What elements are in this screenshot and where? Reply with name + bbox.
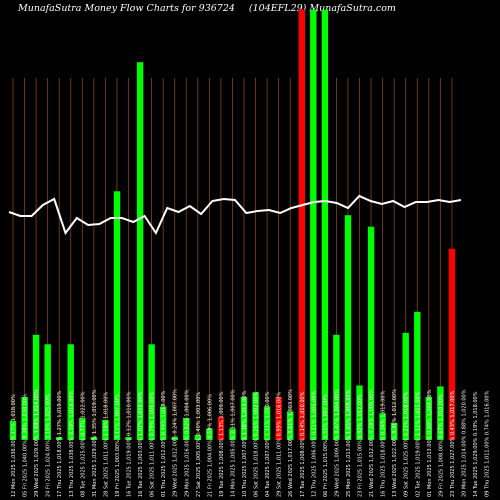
flow-bar <box>333 334 340 440</box>
x-tick-label: 28 Sat 2025 1,011.00% 1.18% 1,018.00% <box>103 392 109 497</box>
x-tick-label: 24 Fri 2025 1,024.00% 1.10% 1,025.00% <box>46 394 52 497</box>
flow-bar <box>21 397 28 440</box>
x-tick-label: 29 Wed 2025 1,009.00% 0.47% 1,004.00% <box>334 389 340 497</box>
x-tick-label: 12 Thu 2025 1,006.00% 0.21% 1,006.00% <box>311 390 317 497</box>
x-tick-label: 12 Mon 2025 1,036.00% 17% 1,018.00% <box>11 394 17 497</box>
flow-bar <box>90 437 98 440</box>
flow-bar <box>125 437 132 440</box>
flow-bar <box>229 428 236 440</box>
flow-bar <box>367 226 375 440</box>
x-tick-label: 31 Mon 2025 1,029.00% 1.35% 1,019.00% <box>92 389 98 497</box>
x-tick-label: 29 Sat 2025 1,011.00% 0.99% 1,016.00% <box>277 392 283 497</box>
flow-bar <box>56 437 63 440</box>
x-tick-label: 05 Fri 2025 1,040.00% 0.38% 1,038.00% <box>23 394 29 497</box>
flow-bar <box>79 418 86 440</box>
x-tick-label: 13 Wed 2025 1,022.00% 0.41% 1,012.00% <box>392 389 398 497</box>
x-tick-label: 26 Wed 2025 1,017.00% 0.61% 1,003.00% <box>288 389 294 497</box>
x-tick-label: 21 Wed 2025 1,012.00% 0.28% 1,009.00% <box>369 389 375 497</box>
flow-bar <box>194 435 201 440</box>
flow-bar <box>437 386 444 440</box>
x-tick-label: 23 Fri 2025 1,015.00% 0.92% 1,012.00% <box>358 394 364 497</box>
flow-bar <box>425 397 432 440</box>
x-tick-label: 29 Wed 2025 1,029.00% 3.69% 1,024.00% <box>34 389 40 497</box>
flow-bar <box>44 344 51 440</box>
x-tick-label: 27 Sat 2025 1,005.00% 0.40% 1,003.00% <box>196 392 202 497</box>
x-tick-label: 13 Thu 2025 1,038.00% 0.59% 1,018.00% <box>69 390 75 497</box>
x-tick-label: 06 Fri 2025 1,015.00% 0.51% 1,007.00% <box>323 394 329 497</box>
x-tick-label: 29 Wed 2025 1,012.00% 0.24% 1,007.00% <box>173 389 179 497</box>
x-tick-label: 20 Mon 2025 1,014.00% 0.88% 1,020.00% <box>461 389 467 497</box>
flow-bar <box>448 248 456 440</box>
x-tick-label: 10 Thu 2025 1,007.00% 1.38% 1,014.00% <box>242 390 248 497</box>
x-tick-label: 29 Fri 2025 1,008.00% 0.67% 1,010.00% <box>438 394 444 497</box>
flow-bar <box>344 215 352 440</box>
x-tick-label: 23 Thu 2025 1,027.00% 0.43% 1,017.00% <box>450 390 456 497</box>
flow-bar <box>275 397 282 440</box>
flow-bar <box>391 422 398 440</box>
title-right: (104EFL29) MunafaSutra.com <box>248 3 396 14</box>
flow-bar <box>402 332 409 440</box>
flow-bar <box>287 411 294 440</box>
flow-bar <box>171 437 178 440</box>
flow-bar <box>321 9 329 440</box>
x-tick-label: 01 Thu 2025 1,012.00% 0.44% 1,018.00% <box>161 390 167 497</box>
x-tick-label: 29 Mon 2025 1,016.00% 0.82% 1,004.00% <box>184 389 190 497</box>
x-tick-label: 06 Sat 2025 1,011.00% 0.79% 1,006.00% <box>150 392 156 497</box>
title-left: MunafaSutra Money Flow Charts for 936724 <box>18 3 235 14</box>
flow-bar <box>136 62 144 440</box>
flow-bar <box>9 420 17 440</box>
x-tick-label: 25 Mon 2025 1,013.00% 1.65% 1,008.00% <box>346 389 352 497</box>
money-flow-line <box>8 194 462 236</box>
flow-bar <box>356 385 363 440</box>
flow-bar <box>183 418 190 440</box>
x-tick-label: 17 Tue 2025 1,008.00% 0.14% 1,010.00% <box>300 391 306 497</box>
x-tick-label: 16 Thu 2025 1,018.00% 0.34% 1,019.00% <box>381 390 387 497</box>
x-tick-label: 06 Sat 2025 1,018.00% 0.26% 1,002.00% <box>254 392 260 497</box>
x-tick-label: 16 Tue 2025 1,019.00% 0.12% 1,010.00% <box>127 391 133 497</box>
flow-bar <box>148 344 155 440</box>
x-tick-label: 19 Fri 2025 1,003.00% 0.11% 1,007.00% <box>115 394 121 497</box>
x-tick-label: 21 Fri 2025 1,004.00% 0.59% 1,006.00% <box>207 394 213 497</box>
x-tick-label: 08 Tue 2025 1,025.00% 0.77% 1,022.00% <box>80 391 86 497</box>
flow-bar <box>160 406 167 440</box>
flow-bar <box>240 397 248 440</box>
flow-bar <box>113 191 121 440</box>
x-tick-label: 04 Tue 2025 1,007.00% 1.11% 1,010.00% <box>265 391 271 497</box>
flow-bar <box>32 334 40 440</box>
flow-bar <box>263 406 271 440</box>
x-tick-label: 16 Tue 2025 1,003.00% 1.07% 1,016.00% <box>138 391 144 497</box>
flow-bar <box>379 413 386 440</box>
flow-bar <box>310 9 317 440</box>
x-tick-label: 01 Mon 2025 1,013.00% 0.98% 1,009.00% <box>427 389 433 497</box>
x-tick-label: 17 Thu 2025 1,018.00% 1.27% 1,019.00% <box>57 390 63 497</box>
flow-bar <box>414 311 421 440</box>
flow-bar <box>206 428 213 440</box>
x-tick-label: 14 Tue 2025 1,029.00% 0.19% 1,018.00% <box>473 391 479 497</box>
flow-bar <box>102 419 109 440</box>
x-tick-label: 02 Tue 2025 1,019.00% 1.11% 1,015.00% <box>415 391 421 497</box>
chart-title: MunafaSutra Money Flow Charts for 936724… <box>18 3 488 14</box>
x-tick-label: 19 Tue 2025 1,008.00% 1.13% 1,009.00% <box>219 391 225 497</box>
flow-bar <box>217 417 225 440</box>
flow-bar <box>67 344 74 440</box>
flow-bar <box>298 9 305 440</box>
x-tick-label: 09 Thu 2025 1,011.00% 0.74% 1,016.00% <box>485 390 491 497</box>
flow-bar <box>252 392 259 440</box>
x-tick-label: 09 Sat 2025 1,025.00% 0.23% 1,018.00% <box>404 392 410 497</box>
x-tick-label: 14 Mon 2025 1,005.00% 2.11% 1,007.00% <box>230 389 236 497</box>
